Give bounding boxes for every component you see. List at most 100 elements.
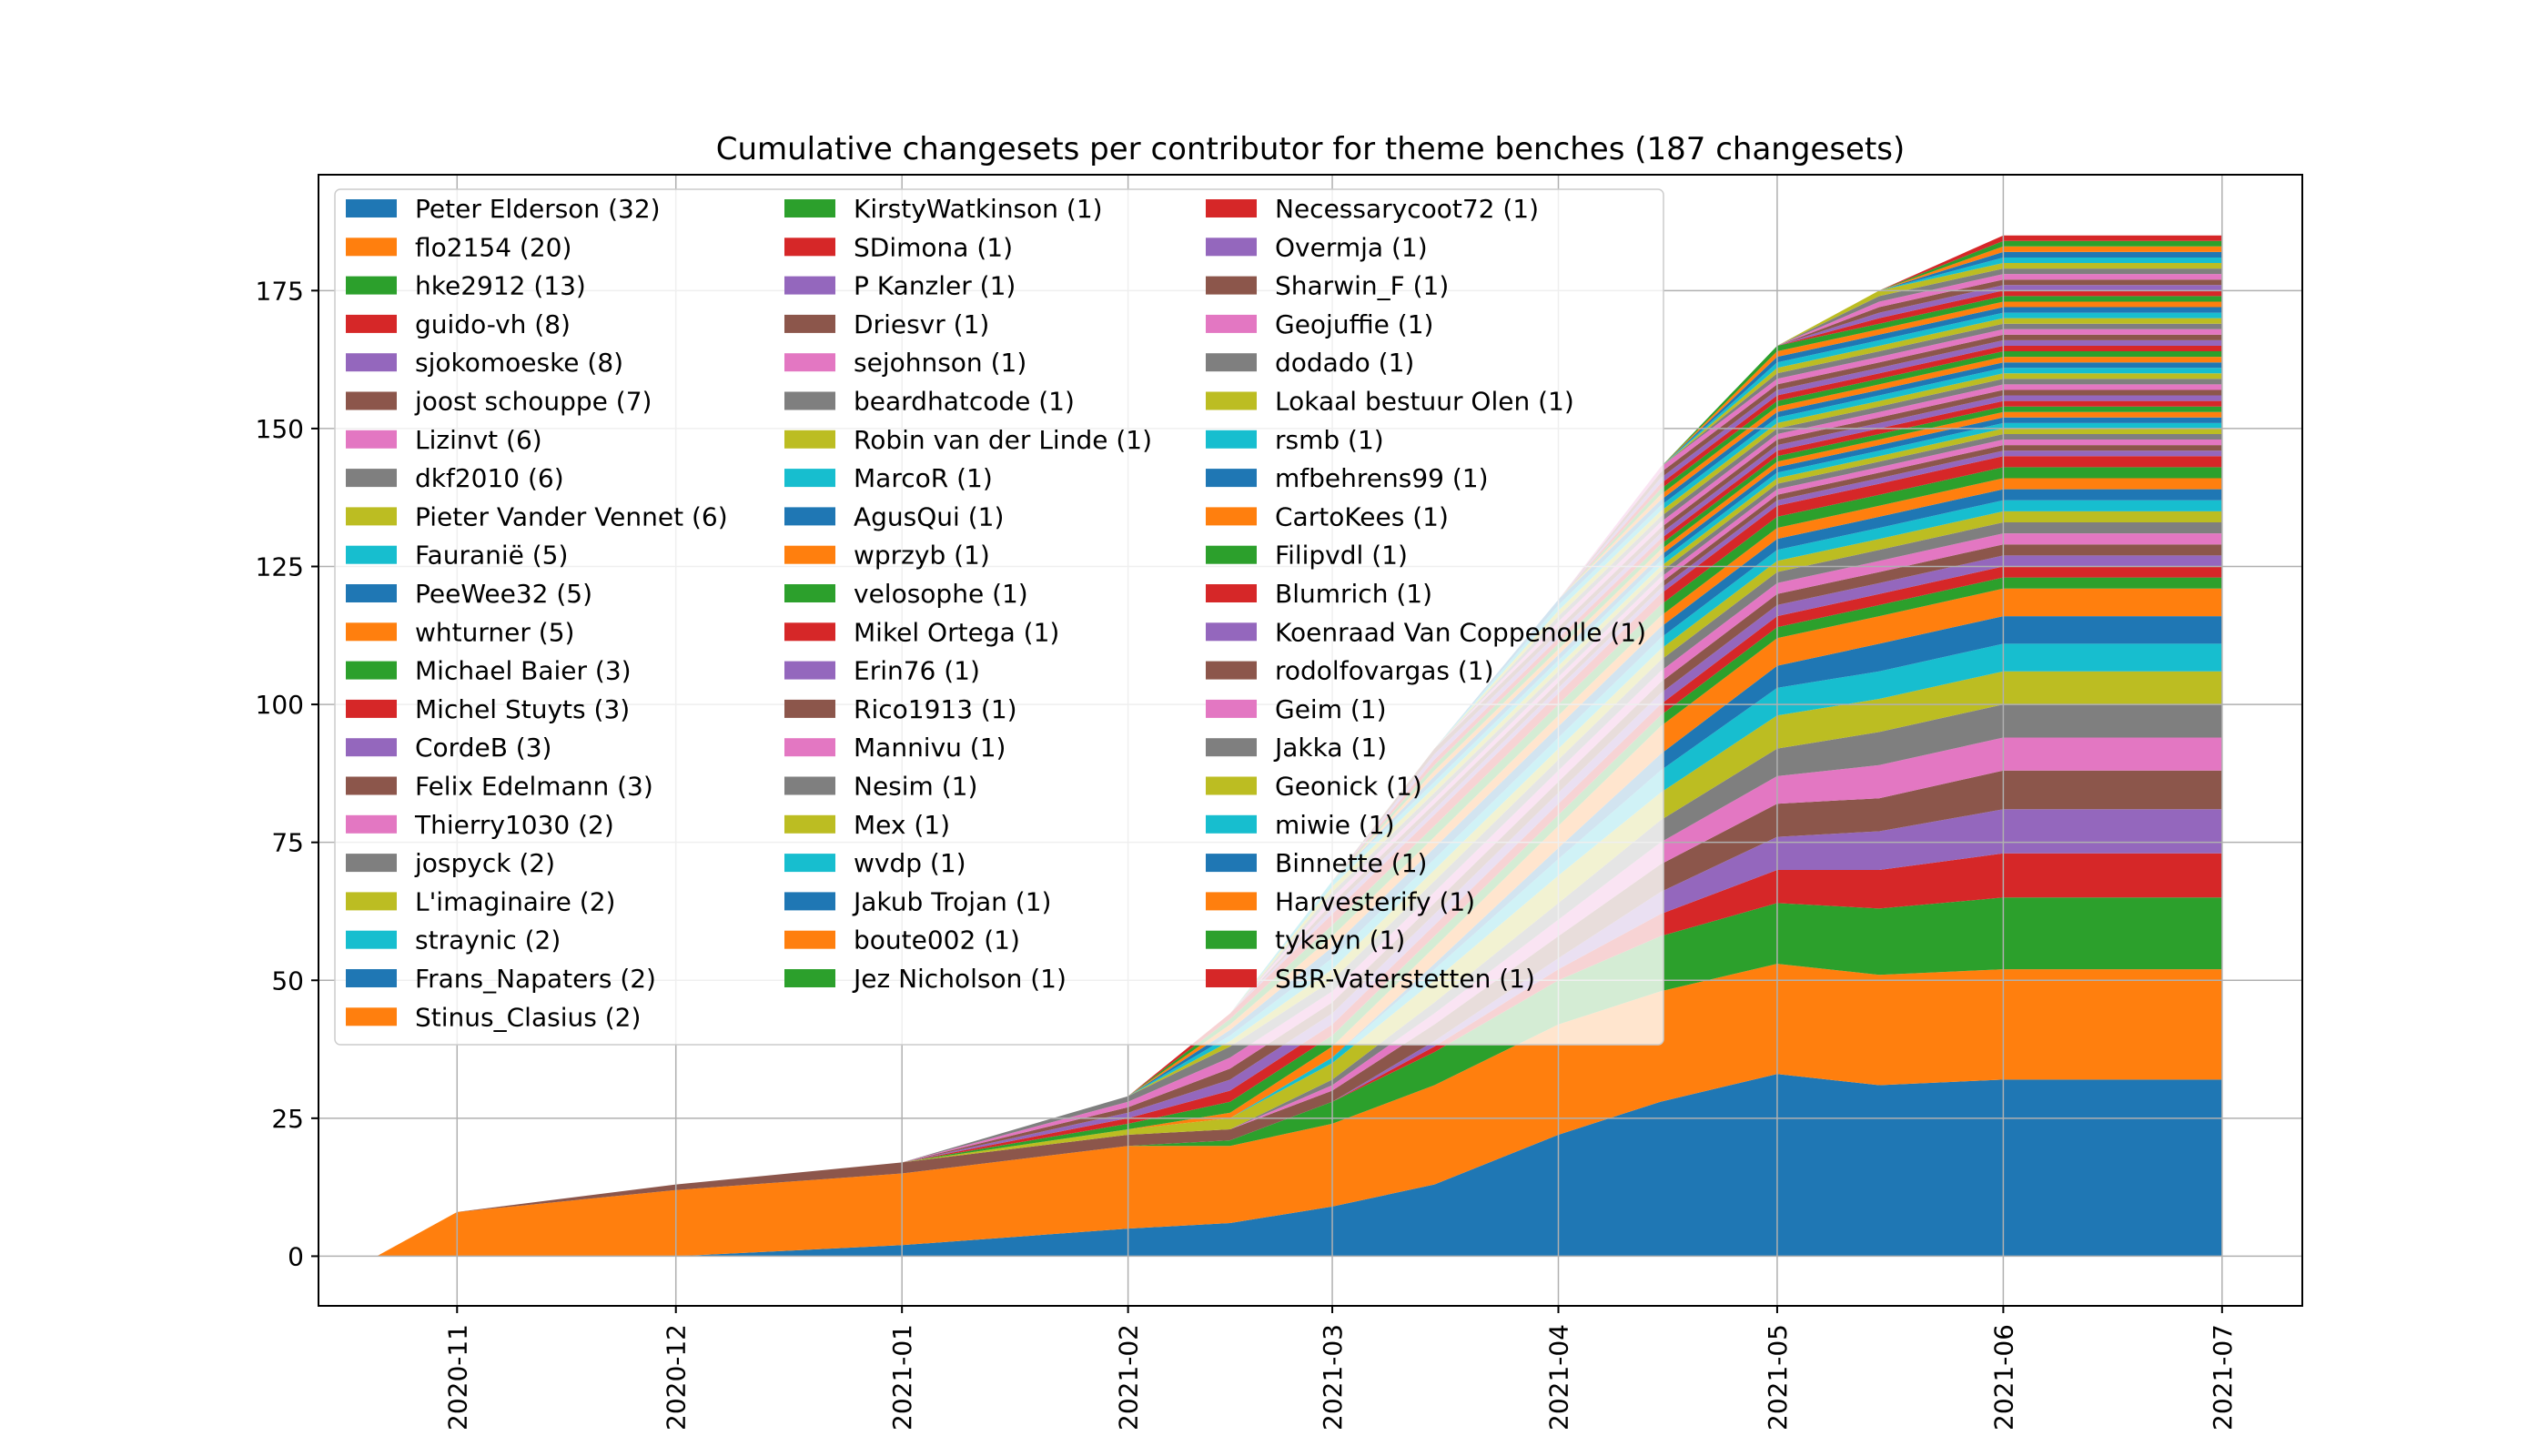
y-tick-label: 150 [256,414,304,444]
legend-swatch [784,622,835,642]
legend-label: guido-vh (8) [415,309,571,339]
chart-title: Cumulative changesets per contributor fo… [716,131,1906,167]
legend-label: Harvesterify (1) [1275,886,1475,916]
legend-label: CordeB (3) [415,733,551,763]
area-series-1 [377,964,2222,1257]
legend-swatch [346,545,397,564]
legend-label: PeeWee32 (5) [415,579,592,609]
axes: 0 25 50 75 100 125 150 175 2020-11 2020-12 2021-01… [256,174,2303,1431]
legend-swatch [346,430,397,449]
legend-label: Jakka (1) [1273,733,1387,763]
legend-swatch [346,584,397,602]
legend-swatch [784,930,835,949]
legend-swatch [1206,391,1257,410]
x-tick-label: 2020-11 [442,1324,472,1431]
legend-swatch [1206,430,1257,449]
legend-swatch [346,469,397,488]
legend-label: Nesim (1) [854,772,977,802]
legend-label: Erin76 (1) [854,656,980,686]
legend-label: Necessarycoot72 (1) [1275,194,1539,224]
legend-swatch [784,854,835,873]
legend-swatch [1206,276,1257,295]
legend-label: mfbehrens99 (1) [1275,463,1489,493]
legend-label: Frans_Napaters (2) [415,964,656,994]
legend-swatch [784,430,835,449]
legend-label: rodolfovargas (1) [1275,656,1494,686]
legend-swatch [346,776,397,795]
legend-swatch [1206,622,1257,642]
legend-swatch [1206,892,1257,911]
legend-label: Geonick (1) [1275,772,1422,802]
legend-swatch [784,469,835,488]
legend-swatch [346,314,397,333]
legend-box [334,188,1664,1046]
legend-label: joost schouppe (7) [414,387,652,417]
legend-label: Mikel Ortega (1) [854,617,1059,647]
legend-label: wvdp (1) [854,848,966,878]
legend-label: Robin van der Linde (1) [854,425,1152,455]
legend-swatch [346,738,397,757]
legend-swatch [346,199,397,217]
legend-swatch [346,814,397,834]
x-tick-label: 2021-01 [887,1324,917,1431]
legend-swatch [784,276,835,295]
legend-label: dkf2010 (6) [415,463,564,493]
legend-label: Rico1913 (1) [854,694,1017,724]
legend: Peter Elderson (32) flo2154 (20) hke2912 (… [334,188,1664,1046]
plot-frame [318,174,2303,1307]
legend-swatch [346,507,397,526]
legend-swatch [346,854,397,873]
area-layers [377,235,2222,1257]
legend-label: SDimona (1) [854,232,1013,262]
legend-swatch [784,699,835,718]
legend-swatch [784,814,835,834]
legend-label: straynic (2) [415,925,561,956]
legend-label: whturner (5) [415,617,574,647]
legend-label: Lizinvt (6) [415,425,542,455]
legend-label: Stinus_Clasius (2) [415,1002,641,1032]
legend-label: hke2912 (13) [415,271,586,301]
y-tick-label: 25 [271,1104,304,1134]
legend-label: flo2154 (20) [415,232,571,262]
legend-label: Thierry1030 (2) [414,810,614,840]
legend-label: Peter Elderson (32) [415,194,661,224]
legend-swatch [784,314,835,333]
legend-swatch [784,969,835,987]
legend-swatch [346,1007,397,1026]
legend-swatch [1206,353,1257,372]
legend-label: Michael Baier (3) [415,656,632,686]
legend-swatch [784,584,835,602]
x-tick-label: 2021-03 [1318,1324,1348,1431]
legend-label: dodado (1) [1275,348,1414,378]
legend-label: KirstyWatkinson (1) [854,194,1103,224]
legend-swatch [1206,469,1257,488]
legend-swatch [346,353,397,372]
legend-label: boute002 (1) [854,925,1020,956]
y-tick-label: 175 [256,276,304,306]
area-series-2 [377,897,2222,1257]
legend-label: Geim (1) [1275,694,1387,724]
legend-swatch [346,661,397,680]
legend-label: sejohnson (1) [854,348,1026,378]
legend-swatch [1206,854,1257,873]
legend-swatch [1206,238,1257,257]
legend-swatch [1206,507,1257,526]
legend-label: miwie (1) [1275,810,1395,840]
legend-label: P Kanzler (1) [854,271,1016,301]
legend-label: MarcoR (1) [854,463,993,493]
legend-label: Michel Stuyts (3) [415,694,630,724]
legend-label: jospyck (2) [414,848,555,878]
legend-label: Fauraniё (5) [415,541,568,571]
legend-label: AgusQui (1) [854,501,1004,531]
legend-swatch [1206,584,1257,602]
legend-label: Koenraad Van Coppenolle (1) [1275,617,1646,647]
legend-label: sjokomoeske (8) [415,348,623,378]
legend-swatch [1206,969,1257,987]
y-tick-label: 125 [256,552,304,582]
legend-label: Sharwin_F (1) [1275,271,1449,301]
legend-swatch [1206,661,1257,680]
legend-label: beardhatcode (1) [854,387,1075,417]
x-tick-label: 2021-02 [1114,1324,1144,1431]
legend-label: Mex (1) [854,810,950,840]
legend-label: L'imaginaire (2) [415,886,615,916]
